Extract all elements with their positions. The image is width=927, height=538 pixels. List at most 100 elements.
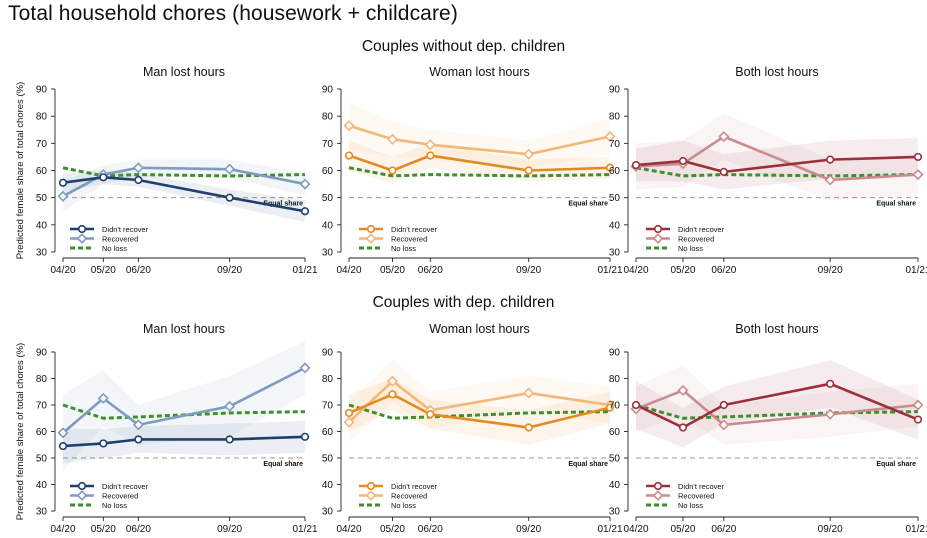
equal-share-label: Equal share bbox=[568, 201, 608, 208]
equal-share-label: Equal share bbox=[568, 461, 608, 468]
panel-title: Man lost hours bbox=[143, 322, 225, 336]
marker-recovered bbox=[132, 419, 144, 431]
marker-didnt-recover bbox=[99, 439, 108, 448]
marker-recovered bbox=[523, 148, 535, 160]
y-tick-label: 80 bbox=[609, 112, 621, 123]
y-tick-label: 60 bbox=[36, 427, 48, 438]
y-tick-label: 90 bbox=[36, 348, 48, 359]
panel-woman-with-children: Woman lost hours 30 40 50 60 70 80 90 04/20 05/20… bbox=[322, 322, 623, 535]
marker-didnt-recover bbox=[134, 175, 143, 185]
y-tick-label: 40 bbox=[36, 480, 48, 491]
marker-didnt-recover bbox=[719, 167, 728, 176]
legend-label-recovered: Recovered bbox=[678, 492, 714, 501]
y-tick-label: 30 bbox=[322, 507, 334, 518]
y-tick-label: 70 bbox=[322, 401, 334, 412]
y-tick-label: 70 bbox=[609, 401, 621, 412]
y-tick-label: 90 bbox=[36, 85, 48, 96]
marker-recovered bbox=[132, 162, 144, 174]
legend-marker-recovered bbox=[652, 490, 664, 501]
x-tick-label: 05/20 bbox=[91, 524, 116, 535]
x-tick-label: 05/20 bbox=[91, 265, 116, 276]
marker-didnt-recover bbox=[524, 166, 533, 175]
marker-didnt-recover bbox=[719, 400, 728, 410]
x-tick-label: 06/20 bbox=[418, 524, 443, 535]
x-tick-label: 05/20 bbox=[380, 524, 405, 535]
y-tick-label: 30 bbox=[609, 248, 621, 259]
y-tick-label: 40 bbox=[609, 480, 621, 491]
marker-recovered bbox=[824, 174, 836, 186]
series-line-no-loss bbox=[635, 403, 919, 420]
marker-didnt-recover bbox=[300, 432, 310, 441]
x-tick-label: 01/21 bbox=[292, 524, 317, 535]
y-tick-label: 30 bbox=[609, 507, 621, 518]
equal-share-label: Equal share bbox=[876, 201, 916, 208]
x-tick-label: 05/20 bbox=[670, 265, 695, 276]
marker-didnt-recover bbox=[913, 152, 923, 162]
x-tick-label: 04/20 bbox=[336, 265, 361, 276]
legend-marker-recovered bbox=[365, 233, 377, 244]
x-tick-label: 09/20 bbox=[818, 524, 843, 535]
marker-recovered bbox=[386, 133, 399, 145]
x-tick-label: 09/20 bbox=[516, 524, 541, 535]
ci-band-didnt-recover bbox=[349, 378, 610, 445]
x-tick-label: 06/20 bbox=[711, 524, 736, 535]
y-tick-label: 30 bbox=[322, 248, 334, 259]
marker-didnt-recover bbox=[426, 151, 435, 160]
x-tick-label: 05/20 bbox=[380, 265, 405, 276]
series-line-no-loss bbox=[62, 166, 306, 178]
marker-recovered bbox=[718, 131, 730, 143]
x-tick-label: 09/20 bbox=[217, 524, 242, 535]
y-tick-label: 80 bbox=[322, 112, 334, 123]
panel-man-with-children: Man lost hours 30 40 50 60 70 80 90 04/20 05/20 06… bbox=[36, 322, 318, 535]
panel-title: Woman lost hours bbox=[429, 65, 530, 79]
equal-share-label: Equal share bbox=[263, 461, 303, 468]
marker-didnt-recover bbox=[225, 193, 234, 202]
panel-title: Man lost hours bbox=[143, 65, 225, 79]
y-tick-label: 30 bbox=[36, 248, 48, 259]
marker-didnt-recover bbox=[913, 415, 923, 424]
x-tick-label: 04/20 bbox=[623, 524, 648, 535]
panel-man-without-children: Man lost hours 30 40 50 60 70 80 90 04/20 05/20 06… bbox=[36, 65, 318, 276]
x-tick-label: 06/20 bbox=[126, 524, 151, 535]
legend-label-no-loss: No loss bbox=[391, 244, 416, 253]
x-tick-label: 06/20 bbox=[711, 265, 736, 276]
ci-band-didnt-recover bbox=[63, 170, 305, 223]
group-title-with-children: Couples with dep. children bbox=[372, 294, 555, 311]
y-axis-label: Predicted female share of total chores (… bbox=[15, 82, 26, 259]
marker-recovered bbox=[97, 392, 109, 404]
ci-band-recovered bbox=[63, 341, 305, 472]
x-tick-label: 09/20 bbox=[217, 265, 242, 276]
chart-main-title: Total household chores (housework + chil… bbox=[8, 2, 458, 25]
y-tick-label: 30 bbox=[36, 507, 48, 518]
x-tick-label: 04/20 bbox=[50, 524, 75, 535]
marker-didnt-recover bbox=[678, 423, 688, 432]
panel-title: Woman lost hours bbox=[429, 322, 530, 336]
x-tick-label: 04/20 bbox=[50, 265, 75, 276]
marker-recovered bbox=[343, 120, 355, 132]
legend-label-recovered: Recovered bbox=[391, 235, 427, 244]
marker-didnt-recover bbox=[631, 160, 641, 170]
equal-share-label: Equal share bbox=[876, 461, 916, 468]
x-tick-label: 01/21 bbox=[597, 524, 622, 535]
panel-title: Both lost hours bbox=[735, 322, 818, 336]
marker-recovered bbox=[424, 139, 436, 151]
x-tick-label: 01/21 bbox=[905, 265, 927, 276]
legend-marker-didnt-recover bbox=[366, 481, 376, 491]
y-tick-label: 90 bbox=[322, 348, 334, 359]
legend-label-recovered: Recovered bbox=[391, 492, 427, 501]
legend-label-didnt-recover: Didn't recover bbox=[678, 225, 725, 234]
marker-didnt-recover bbox=[388, 166, 397, 175]
y-tick-label: 70 bbox=[609, 139, 621, 150]
marker-didnt-recover bbox=[225, 435, 234, 444]
marker-didnt-recover bbox=[426, 410, 435, 419]
marker-didnt-recover bbox=[300, 207, 310, 216]
marker-recovered bbox=[299, 178, 311, 190]
y-tick-label: 70 bbox=[322, 139, 334, 150]
x-tick-label: 06/20 bbox=[418, 265, 443, 276]
marker-didnt-recover bbox=[631, 400, 641, 410]
marker-recovered bbox=[57, 427, 69, 439]
